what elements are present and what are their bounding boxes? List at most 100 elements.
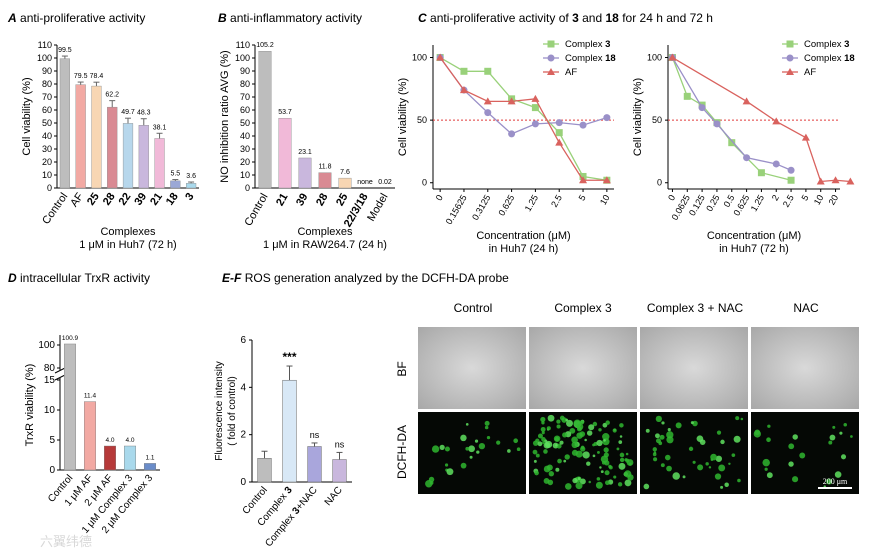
y-tick-label: 2 — [240, 430, 246, 441]
fluorescent-cell — [600, 470, 604, 474]
fluorescent-cell — [832, 425, 836, 429]
data-label: 0.02 — [378, 179, 392, 186]
y-tick-label: 0 — [422, 178, 427, 188]
fluorescent-cell — [603, 452, 609, 458]
fluorescent-cell — [469, 455, 473, 459]
data-point — [668, 53, 677, 61]
significance-label: ns — [310, 430, 320, 440]
x-tick-label: 25 — [85, 191, 102, 208]
fluorescent-cell — [513, 438, 519, 444]
bar — [143, 463, 156, 471]
fluorescent-cell — [612, 428, 617, 433]
x-tick-label: 5 — [799, 193, 810, 202]
fluorescent-cell — [660, 463, 665, 468]
legend-label: Complex 18 — [565, 53, 616, 64]
x-tick-label: 21 — [274, 192, 291, 209]
y-tick-label: 6 — [240, 335, 246, 346]
legend-marker — [786, 40, 794, 48]
fluorescent-cell — [532, 449, 538, 455]
fluorescent-cell — [540, 426, 546, 432]
fluorescent-cell — [828, 440, 833, 445]
fluorescent-cell — [540, 416, 546, 423]
fluorescent-cell — [619, 457, 625, 463]
legend-marker — [786, 68, 794, 75]
fluorescent-cell — [766, 472, 773, 479]
y-tick-label: 10 — [44, 405, 56, 416]
fluorescent-cell — [613, 475, 617, 479]
micro-col-complex3-nac: Complex 3 + NAC — [647, 301, 744, 315]
data-point — [816, 177, 825, 185]
series-line — [439, 56, 607, 181]
data-label: 4.0 — [105, 437, 114, 444]
fluorescent-cell — [559, 440, 564, 445]
x-tick-label: 2.5 — [781, 193, 796, 209]
fluorescent-cell — [543, 449, 548, 454]
fluorescent-cell — [708, 466, 712, 469]
data-point — [555, 129, 563, 137]
fluorescent-cell — [576, 426, 582, 432]
fluorescent-cell — [444, 463, 449, 467]
panel-d-title: D intracellular TrxR activity — [8, 271, 150, 285]
fluorescent-cell — [696, 435, 704, 442]
fluorescent-cell — [791, 476, 799, 483]
x-tick-label: 39 — [132, 191, 149, 208]
fluorescent-cell — [618, 440, 623, 444]
x-tick-label: 0.3125 — [470, 193, 492, 222]
fluorescent-cell — [571, 441, 579, 449]
fluorescent-cell — [618, 462, 626, 470]
fluorescent-cell — [596, 439, 603, 447]
fluorescent-cell — [692, 460, 696, 464]
y-tick-label: 4 — [240, 382, 246, 393]
fluorescent-cell — [619, 423, 624, 428]
data-label: 100.9 — [62, 335, 79, 342]
fluorescent-cell — [543, 465, 551, 473]
fluorescent-cell — [710, 458, 714, 461]
data-point — [484, 67, 492, 75]
fluorescent-cell — [555, 467, 560, 472]
fluorescent-cell — [468, 445, 475, 453]
fluorescent-cell — [599, 466, 602, 469]
fluorescent-cell — [624, 458, 628, 462]
bar — [63, 343, 76, 471]
fluorescent-cell — [535, 453, 540, 458]
bf-image-nac — [751, 327, 859, 409]
fluorescent-cell — [546, 426, 551, 431]
y-tick-label: 90 — [240, 66, 250, 76]
bar — [170, 180, 181, 189]
x-tick-label: 0.625 — [731, 193, 751, 218]
bar — [258, 51, 272, 189]
y-tick-label: 100 — [412, 53, 427, 63]
fluorescent-cell — [667, 428, 671, 432]
data-point — [772, 117, 781, 125]
x-tick-label: 5 — [577, 193, 588, 202]
data-point — [683, 92, 691, 100]
axis-break-mark — [54, 367, 66, 374]
y-tick-label: 20 — [42, 157, 52, 167]
x-tick-label: 20 — [827, 193, 841, 207]
panel-c-title: C anti-proliferative activity of 3 and 1… — [418, 11, 713, 25]
fluorescent-cell — [616, 447, 620, 451]
data-label: 1.1 — [145, 454, 154, 461]
x-tick-label: 1.25 — [523, 193, 540, 213]
y-axis-label: Fluorescence intensity — [214, 361, 225, 461]
data-label: 11.8 — [318, 164, 331, 171]
data-point — [831, 176, 840, 184]
x-tick-label: 0 — [434, 193, 445, 202]
fluorescent-cell — [655, 415, 662, 423]
y-tick-label: 100 — [37, 53, 52, 63]
y-tick-label: 0 — [47, 183, 52, 193]
x-tick-label: 2 — [770, 193, 781, 202]
fluorescent-cell — [672, 472, 680, 480]
chart-b: 0 10 20 30 40 50 60 70 80 90 100 110 105.2 Control 53.… — [219, 40, 395, 251]
fluorescent-cell — [661, 421, 665, 425]
x-axis-label: Complexes — [100, 226, 156, 238]
bar — [257, 458, 272, 483]
fluorescent-cell — [624, 470, 632, 478]
fluorescent-cell — [799, 452, 806, 459]
fluorescent-cell — [465, 446, 470, 451]
fluorescent-cell — [537, 441, 543, 447]
y-axis-label: Cell viability (%) — [397, 78, 409, 156]
x-tick-label: NAC — [323, 485, 345, 508]
legend-label: Complex 3 — [804, 39, 849, 50]
